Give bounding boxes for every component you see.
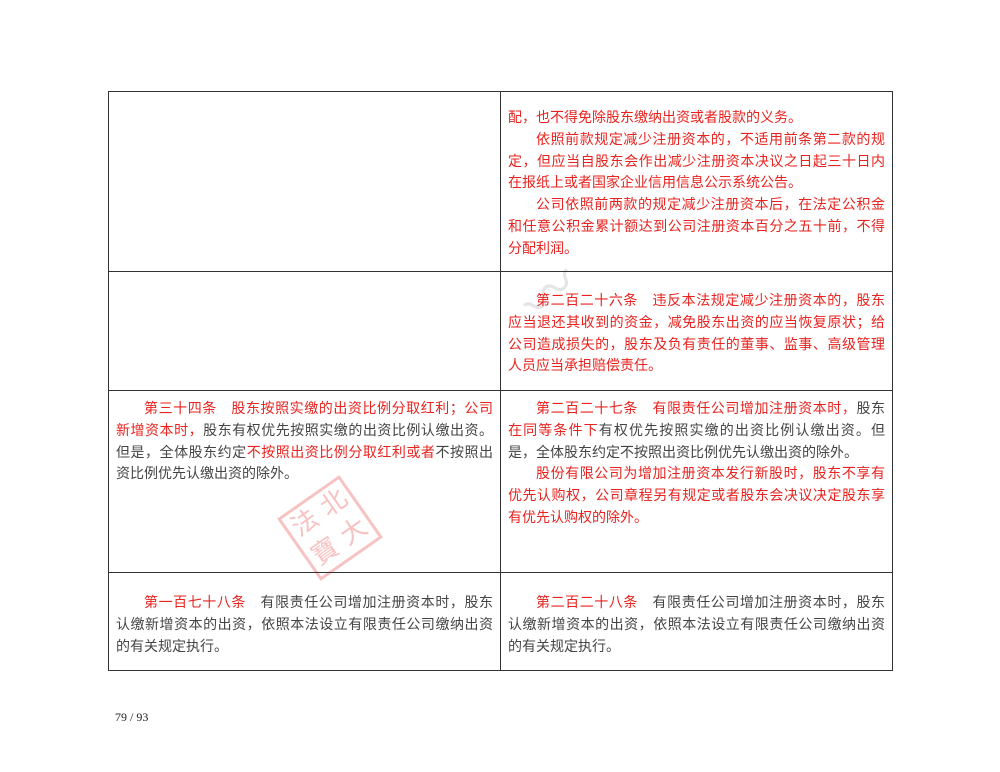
highlighted-text: 第二百二十六条 违反本法规定减少注册资本的，股东应当退还其收到的资金，减免股东出…: [508, 293, 885, 375]
paragraph: 第二百二十八条 有限责任公司增加注册资本时，股东认缴新增资本的出资，依照本法设立…: [508, 593, 885, 658]
left-cell: 第三十四条 股东按照实缴的出资比例分取红利；公司新增资本时，股东有权优先按照实缴…: [108, 390, 501, 573]
text: 不按照出资比例优先认缴出资的除外。: [116, 444, 494, 483]
paragraph: 配，也不得免除股东缴纳出资或者股款的义务。: [508, 108, 885, 130]
text: 股东有权优先按照实缴的出资比例认缴出资。但是，全体股东约定: [116, 422, 494, 461]
text: 有限责任公司增加注册资本时，股东认缴新增资本的出资，依照本法设立有限责任公司缴纳…: [508, 595, 886, 655]
right-cell: 第二百二十八条 有限责任公司增加注册资本时，股东认缴新增资本的出资，依照本法设立…: [500, 572, 893, 671]
paragraph: 第二百二十七条 有限责任公司增加注册资本时，股东在同等条件下有权优先按照实缴的出…: [508, 399, 885, 464]
text: 有权优先按照实缴的出资比例认缴出资。但是，全体股东约定不按照出资比例优先认缴出资…: [508, 422, 885, 461]
left-cell: [108, 271, 501, 391]
table-row: 第一百七十八条 有限责任公司增加注册资本时，股东认缴新增资本的出资，依照本法设立…: [108, 572, 893, 671]
highlighted-text: 第二百二十七条 有限责任公司增加注册资本时，: [536, 401, 857, 417]
comparison-table: 配，也不得免除股东缴纳出资或者股款的义务。依照前款规定减少注册资本的，不适用前条…: [108, 91, 893, 671]
highlighted-text: 第三十四条 股东按照实缴的出资比例分取红利；公司新增资本时，: [116, 401, 493, 439]
highlighted-text: 不按照出资比例分取红利或者: [246, 444, 436, 461]
paragraph: 依照前款规定减少注册资本的，不适用前条第二款的规定，但应当自股东会作出减少注册资…: [508, 130, 885, 195]
paragraph: 第二百二十六条 违反本法规定减少注册资本的，股东应当退还其收到的资金，减免股东出…: [508, 291, 885, 378]
highlighted-text: 公司依照前两款的规定减少注册资本后，在法定公积金和任意公积金累计额达到公司注册资…: [508, 197, 885, 257]
page-number: 79 / 93: [115, 710, 149, 724]
right-cell: 第二百二十六条 违反本法规定减少注册资本的，股东应当退还其收到的资金，减免股东出…: [500, 271, 893, 391]
highlighted-text: 依照前款规定减少注册资本的，不适用前条第二款的规定，但应当自股东会作出减少注册资…: [508, 131, 885, 192]
highlighted-text: 股份有限公司为增加注册资本发行新股时，股东不享有优先认购权，公司章程另有规定或者…: [508, 466, 885, 526]
text: 股东: [856, 401, 886, 417]
highlighted-text: 配，也不得免除股东缴纳出资或者股款的义务。: [508, 110, 802, 126]
table-row: 第三十四条 股东按照实缴的出资比例分取红利；公司新增资本时，股东有权优先按照实缴…: [108, 390, 893, 573]
highlighted-text: 第二百二十八条: [536, 595, 638, 611]
right-cell: 第二百二十七条 有限责任公司增加注册资本时，股东在同等条件下有权优先按照实缴的出…: [500, 390, 893, 573]
left-cell: 第一百七十八条 有限责任公司增加注册资本时，股东认缴新增资本的出资，依照本法设立…: [108, 572, 501, 671]
paragraph: 第一百七十八条 有限责任公司增加注册资本时，股东认缴新增资本的出资，依照本法设立…: [116, 593, 493, 658]
paragraph: 第三十四条 股东按照实缴的出资比例分取红利；公司新增资本时，股东有权优先按照实缴…: [116, 399, 493, 486]
highlighted-text: 在同等条件下: [508, 422, 599, 439]
text: 有限责任公司增加注册资本时，股东认缴新增资本的出资，依照本法设立有限责任公司缴纳…: [116, 595, 494, 655]
table-row: 第二百二十六条 违反本法规定减少注册资本的，股东应当退还其收到的资金，减免股东出…: [108, 271, 893, 391]
left-cell: [108, 91, 501, 272]
right-cell: 配，也不得免除股东缴纳出资或者股款的义务。依照前款规定减少注册资本的，不适用前条…: [500, 91, 893, 272]
paragraph: 公司依照前两款的规定减少注册资本后，在法定公积金和任意公积金累计额达到公司注册资…: [508, 195, 885, 260]
highlighted-text: 第一百七十八条: [144, 595, 246, 611]
paragraph: 股份有限公司为增加注册资本发行新股时，股东不享有优先认购权，公司章程另有规定或者…: [508, 464, 885, 529]
table-row: 配，也不得免除股东缴纳出资或者股款的义务。依照前款规定减少注册资本的，不适用前条…: [108, 91, 893, 272]
